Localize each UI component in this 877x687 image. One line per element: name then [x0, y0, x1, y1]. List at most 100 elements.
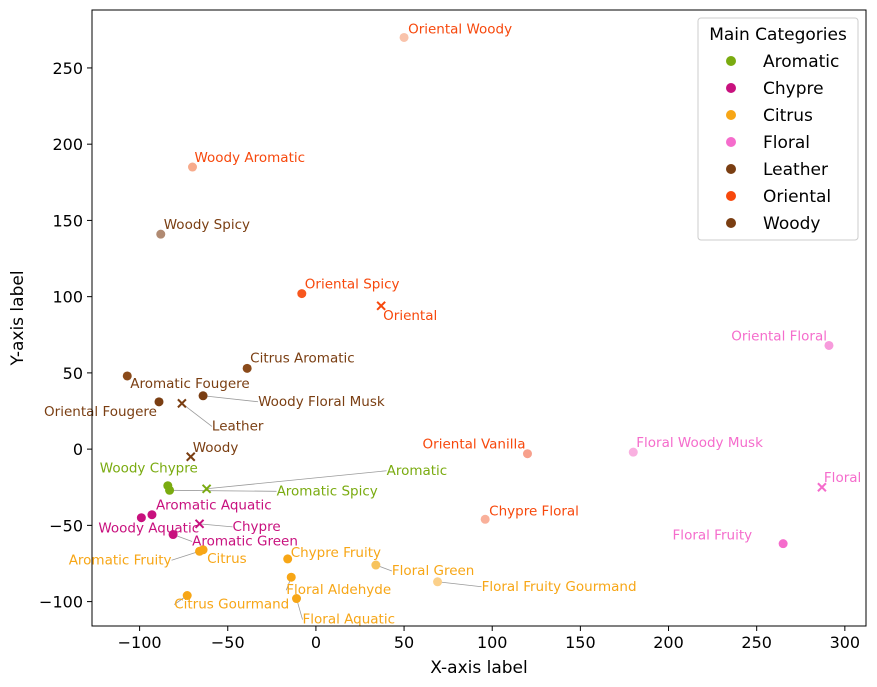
point-label-aromatic-aquatic: Aromatic Aquatic [156, 498, 272, 514]
point-label-aromatic: Aromatic [387, 463, 448, 479]
point-markers [122, 32, 834, 604]
y-tick-label: 0 [73, 440, 83, 459]
x-tick-label: 100 [477, 633, 508, 652]
legend-swatch [726, 83, 736, 93]
legend-title: Main Categories [709, 25, 847, 45]
point-label-oriental-woody: Oriental Woody [408, 21, 512, 37]
point-label-aromatic-spicy: Aromatic Spicy [277, 483, 378, 499]
point-label-oriental-floral: Oriental Floral [731, 328, 827, 344]
y-axis-title: Y-axis label [8, 270, 28, 366]
point-label-aromatic-fruity: Aromatic Fruity [69, 552, 172, 568]
leader-line [181, 403, 213, 427]
y-tick-label: 100 [52, 288, 83, 307]
point-label-floral-green: Floral Green [392, 563, 475, 579]
point-labels: Oriental Woody Woody Aromatic Woody Spicy O… [44, 21, 861, 627]
point-label-chypre: Chypre [233, 519, 281, 535]
point-marker-aromatic-spicy [165, 485, 175, 495]
legend-item-citrus: Citrus [726, 106, 813, 126]
legend-swatch [726, 56, 736, 66]
y-tick-label: 150 [52, 211, 83, 230]
y-tick-label: −50 [49, 516, 83, 535]
legend-item-leather: Leather [726, 160, 828, 180]
point-marker-woody-aromatic [187, 162, 197, 172]
y-tick-label: 50 [63, 364, 83, 383]
point-marker-woody-floral-musk [198, 391, 208, 401]
point-marker-woody-aquatic [136, 513, 146, 523]
point-label-citrus-gourmand: Citrus Gourmand [174, 597, 289, 613]
point-marker-floral-fruity-gourmand [433, 577, 443, 587]
legend-swatch [726, 164, 736, 174]
legend-label: Aromatic [763, 52, 839, 72]
legend-label: Leather [763, 160, 828, 180]
legend-item-floral: Floral [726, 133, 810, 153]
legend-label: Woody [763, 214, 820, 234]
point-label-floral-fruity: Floral Fruity [673, 528, 753, 544]
x-tick-label: 300 [830, 633, 861, 652]
plot-frame [91, 9, 867, 627]
point-label-chypre-fruity: Chypre Fruity [291, 545, 381, 561]
point-marker-aromatic-aquatic [147, 510, 157, 520]
point-label-floral-fruity-gourmand: Floral Fruity Gourmand [482, 579, 637, 595]
legend-label: Chypre [763, 79, 824, 99]
legend-label: Citrus [763, 106, 813, 126]
point-marker-woody [186, 452, 196, 462]
point-label-oriental: Oriental [383, 308, 437, 324]
point-label-oriental-vanilla: Oriental Vanilla [423, 437, 526, 453]
y-tick-label: −100 [39, 593, 83, 612]
point-marker-oriental-fougere [154, 397, 164, 407]
point-label-floral-woody-musk: Floral Woody Musk [636, 435, 763, 451]
legend-box [697, 17, 859, 241]
x-tick-label: −100 [118, 633, 162, 652]
point-label-citrus-aromatic: Citrus Aromatic [250, 350, 355, 366]
point-marker-floral-fruity [778, 539, 788, 549]
point-marker-chypre-fruity [283, 554, 293, 564]
x-tick-label: 50 [394, 633, 414, 652]
leader-line [437, 581, 482, 588]
legend-item-chypre: Chypre [726, 79, 824, 99]
point-marker-chypre [194, 519, 205, 529]
leader-line [169, 489, 277, 492]
legend-swatch [726, 110, 736, 120]
x-tick-label: 250 [741, 633, 772, 652]
point-label-floral: Floral [824, 470, 861, 486]
point-label-aromatic-fougere: Aromatic Fougere [130, 376, 249, 392]
point-marker-citrus-aromatic [242, 363, 252, 373]
legend-swatch [726, 191, 736, 201]
legend-item-aromatic: Aromatic [726, 52, 839, 72]
y-tick-label: 250 [52, 59, 83, 78]
point-marker-aromatic-fruity [195, 546, 205, 556]
point-label-aromatic-green: Aromatic Green [192, 534, 298, 550]
legend-swatch [726, 137, 736, 147]
legend-item-oriental: Oriental [726, 187, 831, 207]
leader-line [203, 395, 259, 403]
point-label-woody-floral-musk: Woody Floral Musk [258, 394, 385, 410]
point-marker-floral-green [371, 560, 381, 570]
leader-line [199, 523, 233, 528]
point-label-floral-aldehyde: Floral Aldehyde [286, 582, 391, 598]
point-label-woody: Woody [193, 440, 239, 456]
point-marker-citrus-gourmand [182, 591, 192, 601]
point-marker-woody-spicy [156, 229, 166, 239]
x-axis-ticks: −100 −50 0 50 100 150 200 250 300 [118, 626, 860, 652]
legend-item-woody: Woody [726, 214, 820, 234]
point-label-oriental-spicy: Oriental Spicy [305, 277, 400, 293]
point-label-citrus: Citrus [207, 551, 247, 567]
x-axis-title: X-axis label [430, 658, 528, 678]
point-marker-aromatic-fougere [122, 371, 132, 381]
point-marker-aromatic [201, 484, 212, 494]
x-tick-label: −50 [211, 633, 245, 652]
point-label-woody-spicy: Woody Spicy [164, 217, 250, 233]
legend-items: Aromatic Chypre Citrus Floral Leather Orienta… [726, 52, 839, 234]
x-tick-label: 0 [311, 633, 321, 652]
point-marker-floral-woody-musk [628, 447, 638, 457]
point-label-oriental-fougere: Oriental Fougere [44, 404, 157, 420]
point-marker-chypre-floral [480, 514, 490, 524]
point-marker-oriental [376, 301, 386, 311]
x-tick-label: 200 [653, 633, 684, 652]
point-marker-oriental-floral [824, 340, 834, 350]
point-label-woody-aquatic: Woody Aquatic [98, 521, 199, 537]
x-tick-label: 150 [565, 633, 596, 652]
point-marker-oriental-vanilla [522, 449, 532, 459]
leader-line [171, 550, 200, 561]
